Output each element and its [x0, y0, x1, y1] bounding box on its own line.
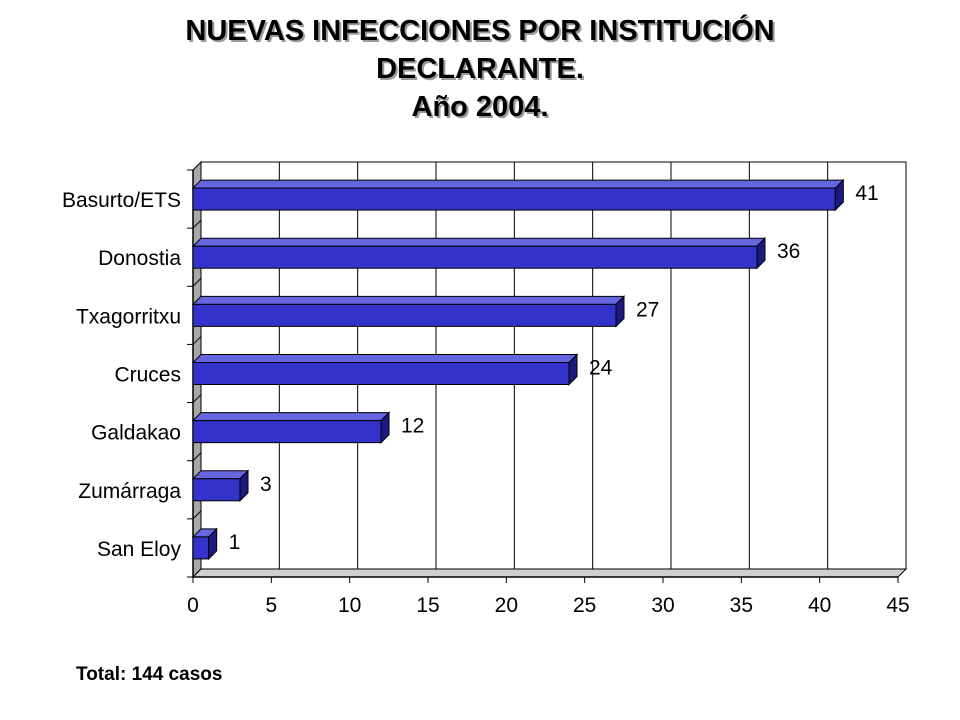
bar [192, 187, 836, 211]
bar-end [568, 353, 578, 386]
bar-end [208, 527, 218, 561]
bar [192, 303, 617, 327]
data-label: 3 [260, 473, 272, 496]
bar-top [191, 179, 845, 189]
x-tick-label: 15 [416, 594, 439, 617]
plot-floor [191, 568, 908, 578]
bar [192, 245, 758, 269]
bar [192, 478, 241, 502]
x-tick-label: 20 [495, 594, 518, 617]
x-tick-label: 30 [651, 594, 674, 617]
chart-title-line-3: Año 2004. [411, 91, 549, 123]
category-label: Donostia [98, 247, 181, 270]
bar-end [756, 237, 766, 270]
category-label: Zumárraga [78, 480, 181, 503]
x-tick-label: 40 [808, 594, 831, 617]
category-label: San Eloy [97, 538, 182, 561]
x-tick-label: 35 [730, 594, 753, 617]
x-tick-label: 45 [886, 594, 909, 617]
bar [192, 420, 382, 444]
chart-title-line-2: DECLARANTE. [376, 53, 584, 85]
chart-title: NUEVAS INFECCIONES POR INSTITUCIÓN DECLA… [0, 12, 960, 126]
y-separator [192, 277, 202, 287]
category-label: Galdakao [91, 422, 181, 445]
y-separator [192, 219, 202, 229]
chart-title-line-1: NUEVAS INFECCIONES POR INSTITUCIÓN [185, 15, 775, 47]
x-tick-label: 25 [573, 594, 596, 617]
bar-end [615, 295, 625, 328]
data-label: 24 [589, 357, 613, 380]
bar-end [834, 178, 844, 212]
bar-top [191, 354, 579, 363]
category-label: Cruces [114, 364, 181, 387]
data-label: 1 [229, 531, 241, 554]
bar-top [191, 237, 767, 247]
data-label: 27 [636, 298, 659, 321]
bar-top [191, 412, 391, 422]
bar-top [191, 470, 250, 480]
data-label: 12 [401, 415, 424, 438]
y-separator [192, 452, 202, 462]
bar [192, 536, 210, 560]
y-separator [192, 510, 202, 520]
bar-end [380, 411, 390, 444]
y-separator [192, 394, 202, 403]
data-label: 36 [777, 240, 800, 263]
bar-top [191, 295, 626, 305]
x-tick-label: 0 [187, 594, 199, 617]
category-label: Basurto/ETS [62, 189, 181, 212]
y-separator [192, 336, 202, 345]
bar [192, 362, 570, 385]
x-tick-label: 5 [265, 594, 277, 617]
total-cases-note: Total: 144 casos [76, 664, 223, 685]
x-tick-label: 10 [338, 594, 361, 617]
data-label: 41 [855, 182, 878, 205]
bar-end [239, 469, 249, 502]
category-label: Txagorritxu [76, 305, 181, 328]
